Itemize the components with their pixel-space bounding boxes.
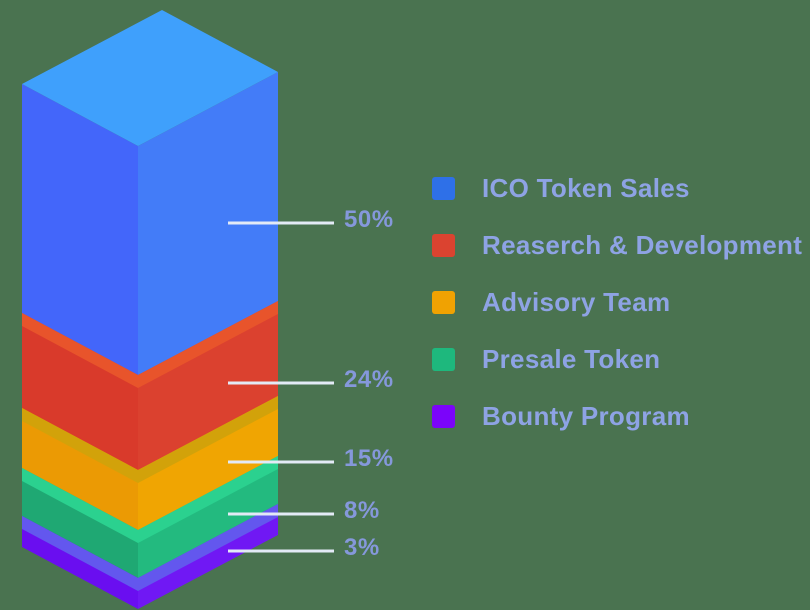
stripe-right (138, 456, 278, 543)
legend-label: Presale Token (482, 344, 661, 374)
stripe-left (22, 408, 138, 483)
face-right (138, 396, 278, 531)
face-left (22, 408, 138, 531)
legend-label: Reaserch & Development (482, 230, 803, 260)
legend-item-reaserch-development: Reaserch & Development (432, 230, 802, 260)
segment-advisory-team (22, 396, 278, 531)
percent-label-presale-token: 8% (344, 497, 380, 524)
segment-ico-token-sales (22, 10, 278, 376)
stripe-left (22, 313, 138, 388)
legend-label: Advisory Team (482, 287, 671, 317)
stripe-left (22, 468, 138, 543)
segment-bounty-program (22, 504, 278, 609)
legend-label: Bounty Program (482, 401, 690, 431)
legend-item-ico-token-sales: ICO Token Sales (432, 173, 690, 203)
stripe-right (138, 301, 278, 388)
legend-swatch-blue (432, 177, 455, 200)
legend-swatch-orange (432, 291, 455, 314)
legend-label: ICO Token Sales (482, 173, 690, 203)
segment-presale-token (22, 456, 278, 579)
legend-item-presale-token: Presale Token (432, 344, 660, 374)
stripe-right (138, 396, 278, 483)
stripe-right (138, 504, 278, 591)
face-left (22, 313, 138, 471)
percent-label-advisory-team: 15% (344, 445, 394, 472)
face-right (138, 72, 278, 376)
percent-label-reaserch-development: 24% (344, 366, 394, 393)
percent-label-bounty-program: 3% (344, 534, 380, 561)
legend-swatch-purple (432, 405, 455, 428)
legend-swatch-red (432, 234, 455, 257)
legend-item-bounty-program: Bounty Program (432, 401, 690, 431)
face-left (22, 84, 138, 376)
percent-label-ico-token-sales: 50% (344, 206, 394, 233)
face-top (22, 10, 278, 146)
stripe-left (22, 516, 138, 591)
legend-swatch-green (432, 348, 455, 371)
face-right (138, 301, 278, 471)
segment-reaserch-development (22, 301, 278, 471)
legend-item-advisory-team: Advisory Team (432, 287, 670, 317)
